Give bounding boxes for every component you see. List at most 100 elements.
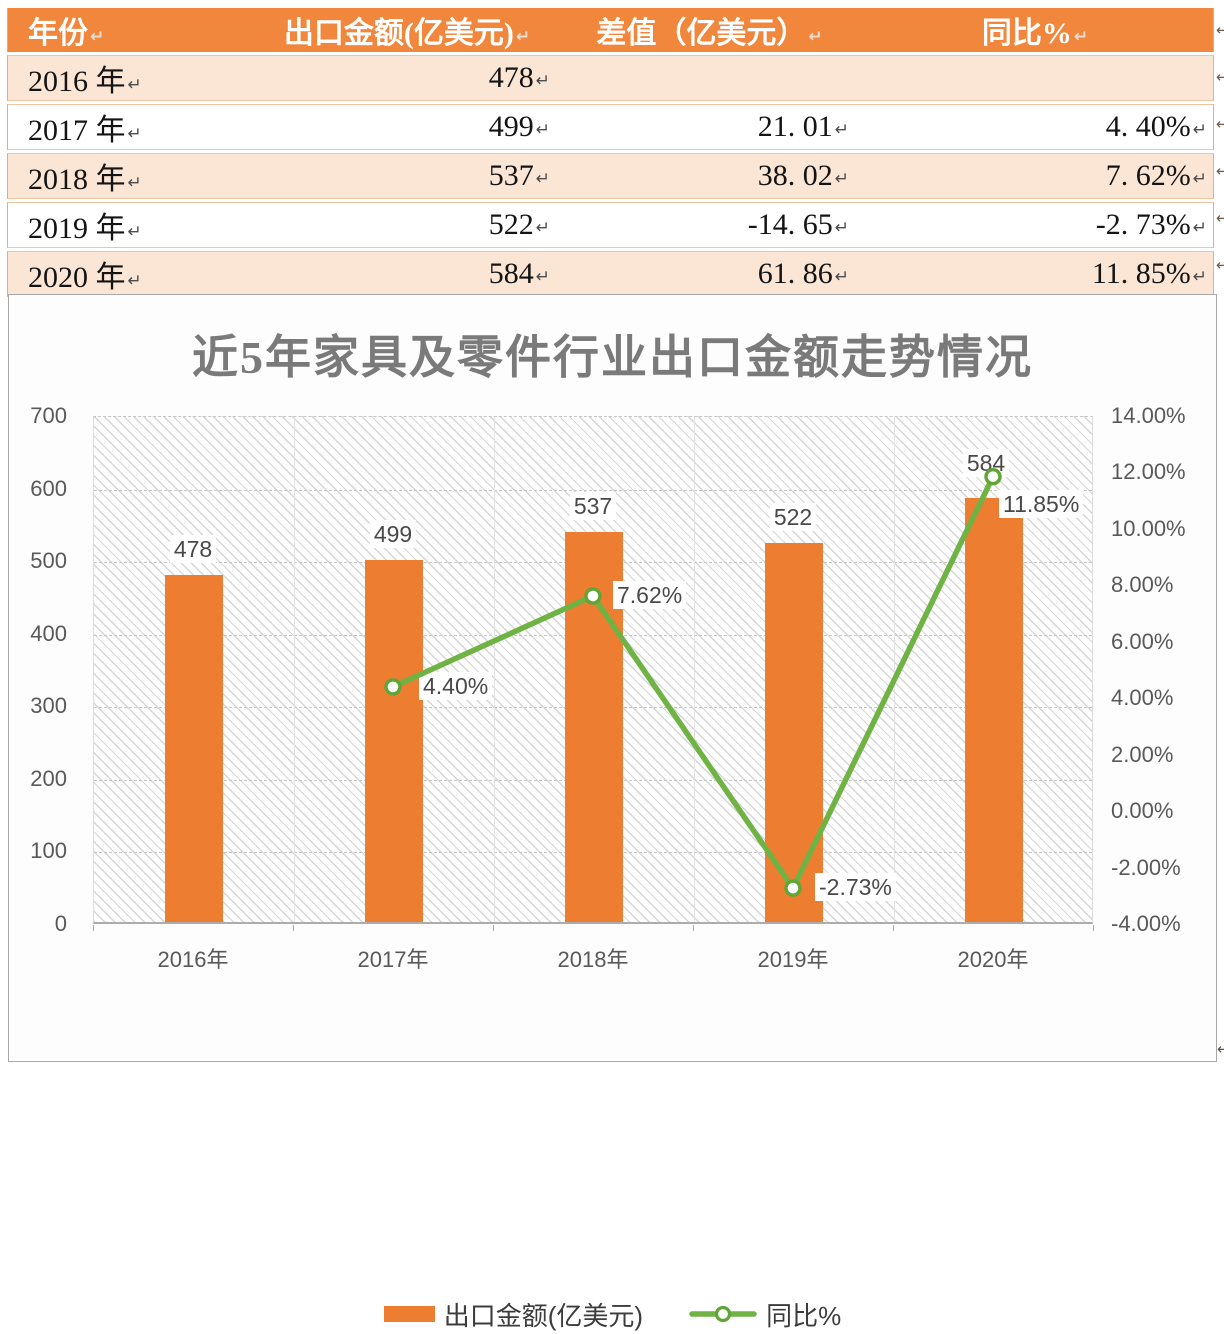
cell-r4-difference[interactable]: 61. 86 ↵ — [562, 251, 857, 297]
right-axis-tick-4.00%: 4.00% — [1111, 685, 1174, 711]
header-label-year: 年份 — [28, 17, 88, 50]
cell-r0-export-amount[interactable]: 478 ↵ — [252, 55, 562, 101]
gridline — [94, 489, 1092, 491]
paragraph-mark: ↵ — [834, 120, 849, 140]
table-header-row: 年份 ↵ 出口金额(亿美元) ↵ 差值（亿美元） ↵ 同比% ↵ — [7, 8, 1214, 52]
paragraph-mark: ↵ — [535, 267, 550, 287]
paragraph-mark: ↵ — [515, 27, 531, 47]
bar-value-label-2020年: 584 — [962, 449, 1010, 478]
cell-r0-difference[interactable] — [562, 55, 857, 101]
row-end-mark: ↵ — [1216, 21, 1224, 39]
chart-object[interactable]: 近5年家具及零件行业出口金额走势情况 700 600 500 400 300 200 100… — [8, 294, 1217, 1331]
header-label-difference: 差值（亿美元） — [596, 17, 807, 50]
right-axis-tick--4.00%: -4.00% — [1111, 911, 1181, 936]
cell-value: 61. 86 — [757, 257, 833, 290]
chart-title: 近5年家具及零件行业出口金额走势情况 — [192, 332, 1033, 383]
right-axis-tick--2.00%: -2.00% — [1111, 854, 1181, 880]
paragraph-mark: ↵ — [834, 218, 849, 238]
paragraph-mark: ↵ — [808, 27, 823, 47]
bar-2019年[interactable] — [765, 543, 823, 922]
cell-r1-export-amount[interactable]: 499 ↵ — [252, 104, 562, 150]
cell-value: 2019 年 — [28, 212, 126, 245]
cell-value: 11. 85% — [1091, 257, 1191, 290]
cell-r2-difference[interactable]: 38. 02 ↵ — [562, 153, 857, 199]
cell-value: 537 — [488, 159, 534, 192]
x-axis-label-2017年: 2017年 — [357, 947, 429, 972]
legend-line-swatch — [689, 1305, 757, 1323]
left-axis-tick-500: 500 — [30, 548, 67, 574]
legend-bar-label: 出口金额(亿美元) — [443, 1300, 644, 1331]
paragraph-mark: ↵ — [535, 218, 550, 238]
table-row: 2020 年 ↵ 584 ↵ 61. 86 ↵ 11. 85% ↵ — [7, 251, 1214, 297]
export-data-table: 年份 ↵ 出口金额(亿美元) ↵ 差值（亿美元） ↵ 同比% ↵ 2016 年 ↵ 478 ↵ 201… — [7, 5, 1214, 300]
cell-r3-difference[interactable]: -14. 65 ↵ — [562, 202, 857, 248]
cell-r3-year[interactable]: 2019 年 ↵ — [7, 202, 252, 248]
cell-value: 38. 02 — [757, 159, 833, 192]
cell-r0-yoy[interactable] — [857, 55, 1214, 101]
cell-r2-year[interactable]: 2018 年 ↵ — [7, 153, 252, 199]
paragraph-mark: ↵ — [1192, 218, 1207, 238]
cell-r1-difference[interactable]: 21. 01 ↵ — [562, 104, 857, 150]
table-row: 2016 年 ↵ 478 ↵ — [7, 55, 1214, 101]
x-axis-tick — [893, 925, 894, 931]
cell-r0-year[interactable]: 2016 年 ↵ — [7, 55, 252, 101]
right-axis-tick-12.00%: 12.00% — [1111, 459, 1186, 485]
cell-value: 2020 年 — [28, 261, 126, 294]
cell-value: 2018 年 — [28, 163, 126, 196]
row-end-mark: ↵ — [1216, 209, 1224, 227]
cell-value: -2. 73% — [1095, 208, 1191, 241]
paragraph-mark: ↵ — [1192, 120, 1207, 140]
legend-item-yoy[interactable]: 同比% — [689, 1296, 841, 1333]
left-axis-tick-0: 0 — [54, 911, 67, 936]
x-axis-tick — [493, 925, 494, 931]
category-separator — [294, 417, 295, 922]
left-axis-tick-400: 400 — [30, 620, 67, 646]
paragraph-mark: ↵ — [834, 169, 849, 189]
cell-r4-year[interactable]: 2020 年 ↵ — [7, 251, 252, 297]
row-end-mark: ↵ — [1216, 115, 1224, 133]
paragraph-mark: ↵ — [127, 222, 142, 242]
left-axis-tick-300: 300 — [30, 693, 67, 719]
row-end-mark: ↵ — [1216, 162, 1224, 180]
x-axis-label-2019年: 2019年 — [757, 947, 829, 972]
header-cell-difference[interactable]: 差值（亿美元） ↵ — [562, 8, 857, 52]
cell-r4-yoy[interactable]: 11. 85% ↵ — [857, 251, 1214, 297]
cell-r1-yoy[interactable]: 4. 40% ↵ — [857, 104, 1214, 150]
cell-value: -14. 65 — [747, 208, 833, 241]
x-axis-tick — [293, 925, 294, 931]
cell-r3-yoy[interactable]: -2. 73% ↵ — [857, 202, 1214, 248]
bar-2020年[interactable] — [965, 498, 1023, 922]
paragraph-mark: ↵ — [127, 173, 142, 193]
x-axis-label-2016年: 2016年 — [157, 947, 229, 972]
cell-r1-year[interactable]: 2017 年 ↵ — [7, 104, 252, 150]
header-label-yoy: 同比% — [981, 17, 1072, 50]
paragraph-mark: ↵ — [1217, 1040, 1224, 1058]
cell-r3-export-amount[interactable]: 522 ↵ — [252, 202, 562, 248]
paragraph-mark: ↵ — [1073, 27, 1089, 47]
row-end-mark: ↵ — [1216, 256, 1224, 274]
left-axis-tick-200: 200 — [30, 765, 67, 791]
cell-value: 4. 40% — [1105, 110, 1191, 143]
header-cell-year[interactable]: 年份 ↵ — [7, 8, 252, 52]
paragraph-mark: ↵ — [127, 271, 142, 291]
right-axis-tick-10.00%: 10.00% — [1111, 515, 1186, 541]
chart-legend: 出口金额(亿美元) 同比% — [9, 1294, 1216, 1334]
legend-item-export[interactable]: 出口金额(亿美元) — [383, 1296, 644, 1333]
bar-value-label-2016年: 478 — [169, 535, 217, 564]
right-axis-tick-6.00%: 6.00% — [1111, 628, 1174, 654]
cell-value: 2016 年 — [28, 65, 126, 98]
paragraph-mark: ↵ — [90, 27, 105, 47]
bar-2017年[interactable] — [365, 559, 423, 922]
bar-value-label-2018年: 537 — [569, 492, 617, 521]
cell-r2-export-amount[interactable]: 537 ↵ — [252, 153, 562, 199]
bar-value-label-2019年: 522 — [769, 503, 817, 532]
header-cell-export-amount[interactable]: 出口金额(亿美元) ↵ — [252, 8, 562, 52]
cell-value: 522 — [488, 208, 534, 241]
cell-r2-yoy[interactable]: 7. 62% ↵ — [857, 153, 1214, 199]
table-row: 2018 年 ↵ 537 ↵ 38. 02 ↵ 7. 62% ↵ — [7, 153, 1214, 199]
category-separator — [894, 417, 895, 922]
legend-line-label: 同比% — [766, 1300, 842, 1331]
header-cell-yoy[interactable]: 同比% ↵ — [857, 8, 1214, 52]
cell-r4-export-amount[interactable]: 584 ↵ — [252, 251, 562, 297]
bar-2016年[interactable] — [165, 575, 223, 922]
